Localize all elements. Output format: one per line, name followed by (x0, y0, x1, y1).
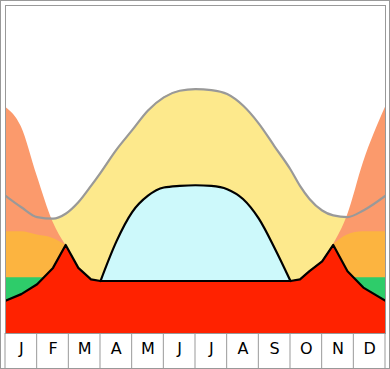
svg-text:D: D (364, 339, 376, 358)
svg-text:A: A (238, 339, 249, 358)
svg-text:S: S (270, 339, 280, 358)
svg-text:M: M (141, 339, 155, 358)
svg-text:J: J (18, 339, 24, 358)
svg-text:O: O (300, 339, 313, 358)
svg-text:J: J (176, 339, 182, 358)
svg-text:A: A (111, 339, 122, 358)
svg-text:F: F (48, 339, 57, 358)
svg-text:J: J (208, 339, 214, 358)
svg-text:M: M (78, 339, 92, 358)
svg-text:N: N (332, 339, 344, 358)
